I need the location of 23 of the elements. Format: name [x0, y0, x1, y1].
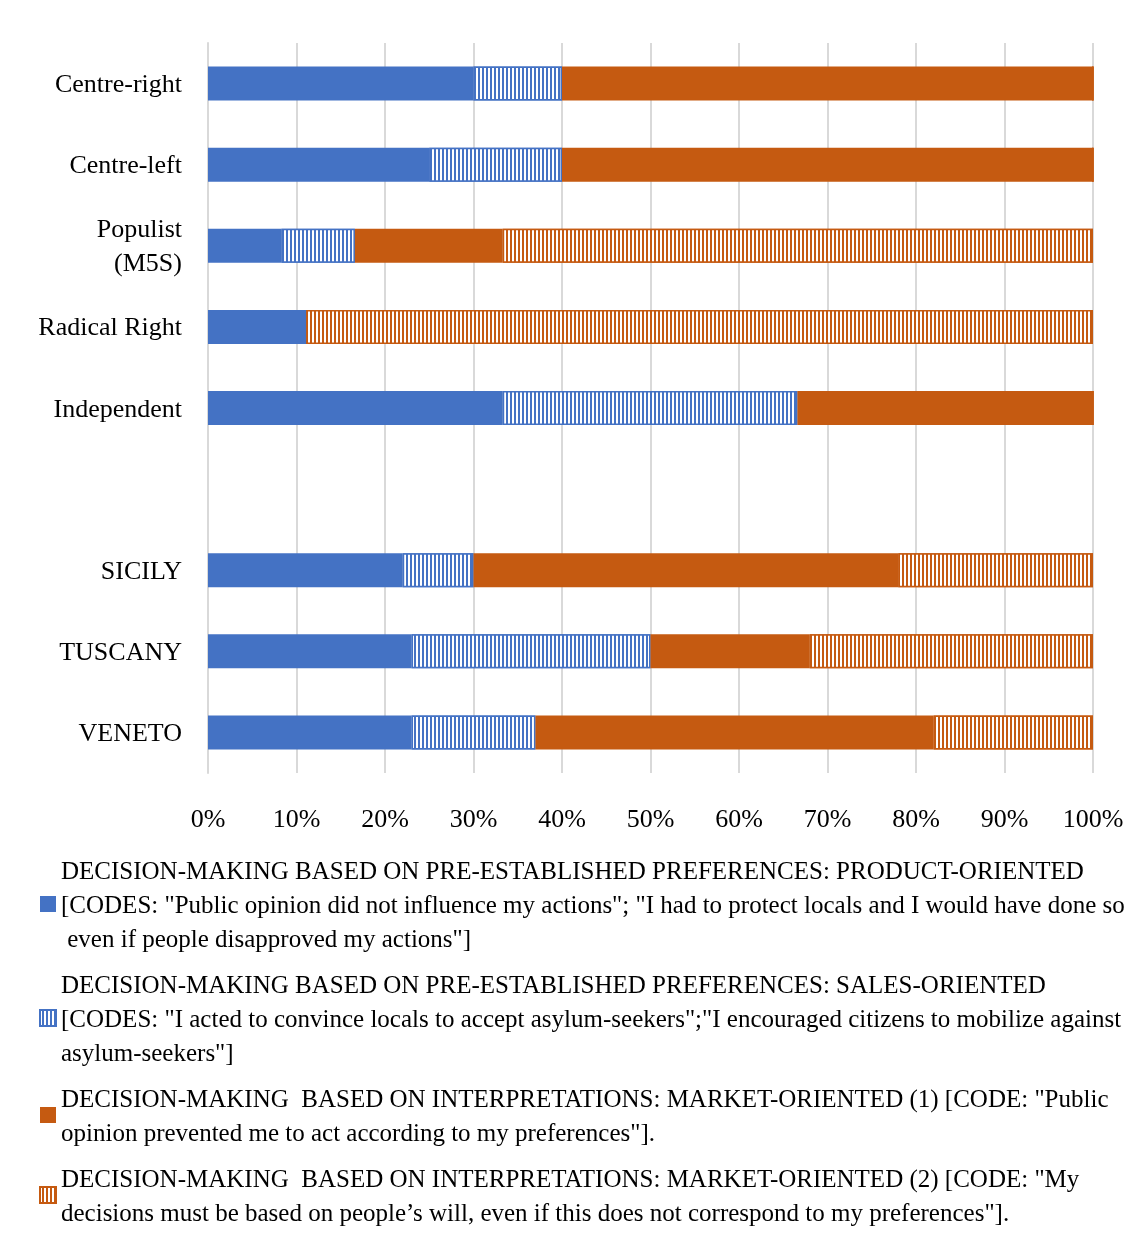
y-tick-label: VENETO [78, 717, 182, 747]
x-tick-label: 100% [1062, 803, 1124, 833]
x-tick-label: 40% [538, 803, 586, 833]
y-tick-label: SICILY [100, 555, 183, 585]
y-tick-label: Radical Right [38, 312, 183, 342]
x-tick-label: 10% [272, 803, 321, 833]
legend-label: DECISION-MAKING BASED ON INTERPRETATIONS: MARKET-ORIENTED (2) [CODE: "My decisions must be based on people’s will, even if this does not correspond to my preferences"]. [61, 1164, 1086, 1226]
legend-label: DECISION-MAKING BASED ON PRE-ESTABLISHED PREFERENCES: PRODUCT-ORIENTED [CODES: "Public opinion did not influence my actions"; "I had to protect locals and I would have done so even if people disapproved my actions"] [61, 856, 1125, 952]
y-tick-label: Centre-left [69, 150, 183, 180]
x-tick-label: 80% [892, 803, 940, 833]
x-tick-label: 0% [190, 803, 226, 833]
legend-label: DECISION-MAKING BASED ON INTERPRETATIONS: MARKET-ORIENTED (1) [CODE: "Public opinion prevented me to act according to my preferences"]. [61, 1084, 1115, 1146]
x-tick-label: 50% [626, 803, 675, 833]
x-tick-label: 60% [715, 803, 763, 833]
y-tick-label: TUSCANY [59, 636, 183, 666]
y-tick-label: Centre-right [54, 69, 183, 99]
x-tick-label: 20% [361, 803, 409, 833]
x-tick-label: 70% [803, 803, 852, 833]
x-tick-label: 30% [449, 803, 498, 833]
legend-label: DECISION-MAKING BASED ON PRE-ESTABLISHED PREFERENCES: SALES-ORIENTED [CODES: "I acted to convince locals to accept asylum-seekers";"I encouraged citizens to mobilize against asylum-seekers"] [61, 970, 1128, 1066]
x-tick-label: 90% [980, 803, 1029, 833]
y-tick-label: Independent [53, 393, 183, 423]
y-tick-label: Populist (M5S) [96, 214, 183, 278]
